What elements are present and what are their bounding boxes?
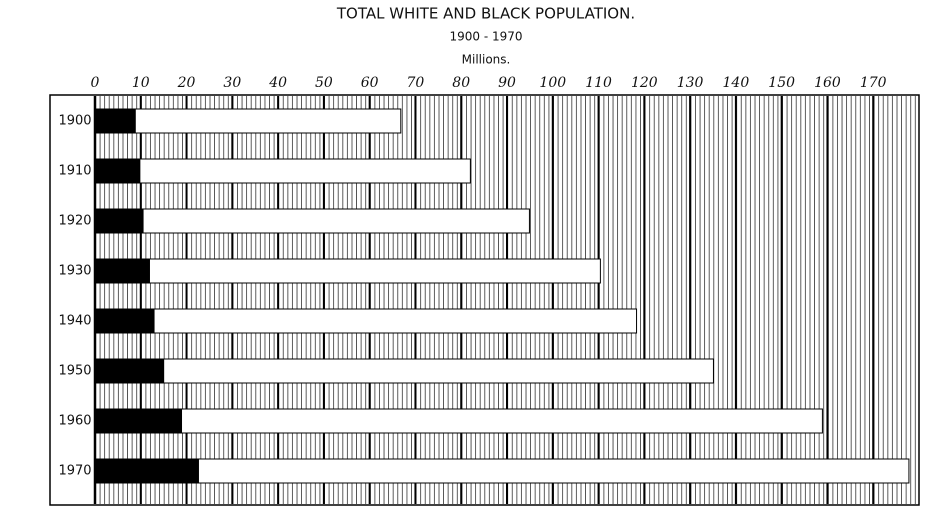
x-tick-label: 20 <box>177 75 196 91</box>
x-tick-label: 70 <box>407 75 425 91</box>
x-tick-label: 10 <box>132 75 150 91</box>
bar <box>94 458 199 484</box>
x-tick-label: 90 <box>498 75 516 91</box>
bar <box>94 108 402 134</box>
y-tick-label: 1960 <box>58 414 91 429</box>
bar <box>94 258 601 284</box>
bar <box>94 208 144 234</box>
chart-subtitle: 1900 - 1970 <box>449 30 522 44</box>
x-tick-label: 140 <box>723 75 750 91</box>
bar <box>94 158 141 184</box>
x-axis-label: Millions. <box>462 53 511 67</box>
bar <box>94 308 155 334</box>
x-tick-label: 120 <box>631 75 658 91</box>
y-tick-label: 1930 <box>58 264 91 279</box>
chart-title: TOTAL WHITE AND BLACK POPULATION. <box>336 5 635 23</box>
x-tick-label: 30 <box>223 75 241 91</box>
x-tick-label: 160 <box>814 75 841 91</box>
bar <box>94 408 183 434</box>
y-tick-label: 1950 <box>58 364 91 379</box>
y-tick-label: 1900 <box>58 114 91 129</box>
bar <box>94 258 150 284</box>
x-tick-label: 0 <box>91 75 100 91</box>
bar <box>94 358 165 384</box>
x-tick-label: 50 <box>315 75 333 91</box>
y-tick-label: 1920 <box>58 214 91 229</box>
x-tick-label: 110 <box>585 75 612 91</box>
bar <box>94 158 471 184</box>
x-tick-label: 40 <box>268 75 287 91</box>
bar <box>94 208 530 234</box>
x-tick-label: 130 <box>677 75 704 91</box>
x-tick-label: 60 <box>361 75 379 91</box>
y-tick-label: 1970 <box>58 464 91 479</box>
y-tick-label: 1910 <box>58 164 91 179</box>
x-tick-label: 150 <box>768 75 795 91</box>
y-tick-label: 1940 <box>58 314 91 329</box>
x-tick-label: 170 <box>860 75 887 91</box>
bar <box>94 308 638 334</box>
bar <box>94 408 823 434</box>
bar <box>94 108 136 134</box>
bar <box>94 458 910 484</box>
bar <box>94 358 714 384</box>
x-tick-label: 100 <box>539 75 566 91</box>
x-tick-label: 80 <box>452 75 470 91</box>
